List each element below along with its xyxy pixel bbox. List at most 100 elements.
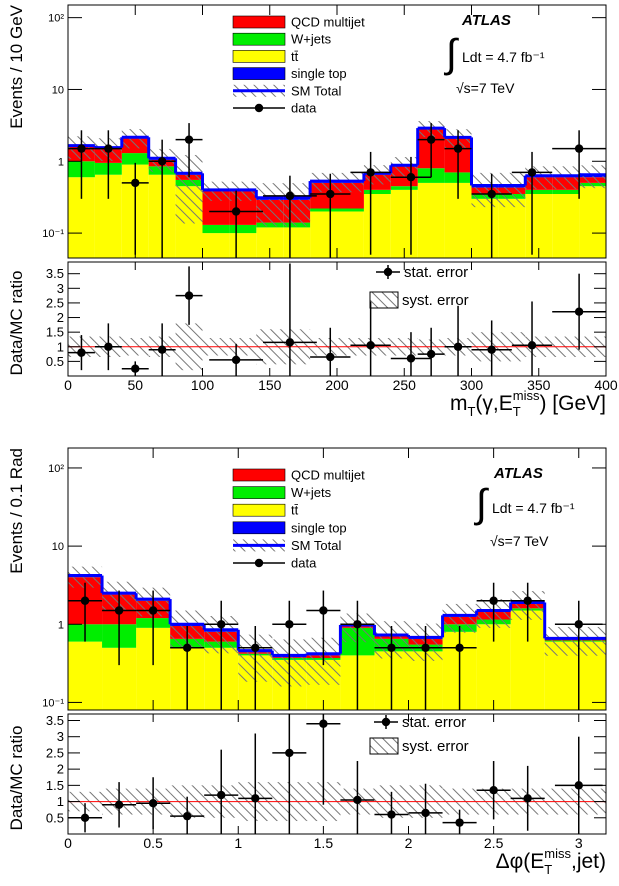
stack-segment: [579, 186, 606, 258]
x-axis-label-part: miss: [513, 388, 540, 403]
y-tick-label: 10⁻¹: [42, 697, 64, 709]
x-tick-label: 200: [325, 377, 349, 393]
data-point: [487, 189, 496, 199]
y-tick-label: 1: [58, 619, 64, 631]
syst-band: [256, 183, 284, 227]
data-point: [353, 620, 362, 629]
stack-segment: [525, 189, 553, 195]
data-point: [184, 135, 194, 144]
ratio-point: [453, 342, 463, 351]
syst-band: [552, 166, 580, 190]
x-tick-label: 250: [393, 377, 417, 393]
ratio-legend-label: syst. error: [402, 292, 469, 309]
legend-label: SM Total: [291, 538, 341, 553]
main-plot: [68, 121, 606, 258]
ratio-point: [285, 748, 294, 758]
ratio-y-tick-label: 3.5: [46, 266, 64, 281]
stack-segment: [121, 153, 149, 165]
x-axis-label-part: Δφ(E: [496, 850, 545, 873]
ratio-point: [406, 354, 416, 363]
ratio-point: [319, 719, 328, 728]
ratio-point: [217, 790, 226, 800]
ratio-y-tick-label: 0.5: [46, 354, 64, 369]
syst-band: [579, 165, 606, 189]
stack-segment: [390, 186, 418, 190]
legend-key: [232, 32, 286, 46]
ratio-frame: [67, 713, 607, 835]
x-tick-label: 50: [127, 377, 143, 393]
ratio-plot: [68, 714, 606, 834]
stack-segment: [525, 194, 553, 258]
ratio-y-tick-label: 2: [57, 762, 64, 777]
legend-label: data: [291, 556, 317, 571]
y-tick-label: 10: [52, 84, 64, 96]
syst-band: [498, 172, 526, 208]
ratio-y-tick-label: 1.5: [46, 325, 64, 340]
x-tick-label: 400: [594, 377, 618, 393]
ratio-point: [148, 798, 158, 808]
ratio-y-tick-label: 1: [57, 794, 64, 809]
ratio-point: [182, 811, 192, 821]
legend-key: [232, 67, 286, 80]
data-point: [80, 596, 90, 605]
stack-segment: [202, 224, 230, 234]
ratio-point: [114, 800, 124, 810]
ratio-legend-key: [369, 291, 399, 309]
x-tick-label: 0: [64, 835, 72, 851]
stack-segment: [390, 189, 418, 258]
ratio-point: [387, 810, 396, 819]
x-axis-label-part: miss: [544, 846, 571, 861]
ratio-legend-label: stat. error: [404, 264, 468, 281]
ratio-point: [77, 348, 86, 357]
data-point: [574, 144, 584, 153]
data-point: [131, 178, 140, 188]
data-point: [217, 620, 226, 629]
x-axis-label-part: ,jet): [571, 850, 606, 873]
legend-label: tt̄: [291, 49, 299, 64]
legend-key: [232, 50, 286, 63]
x-tick-label: 100: [191, 377, 215, 393]
annotation: ATLAS: [493, 465, 543, 482]
y-axis-label: Events / 0.1 Rad: [7, 448, 26, 574]
legend-key: [232, 503, 286, 517]
data-point: [104, 144, 113, 153]
data-point: [387, 643, 396, 652]
stack-segment: [552, 189, 580, 195]
ratio-legend-key: [383, 267, 393, 277]
ratio-y-axis-label: Data/MC ratio: [7, 726, 26, 831]
data-point: [421, 643, 430, 652]
x-axis-label-part: T: [467, 404, 475, 419]
syst-band: [544, 626, 579, 656]
data-point: [453, 144, 463, 153]
ratio-y-tick-label: 0.5: [46, 810, 64, 825]
ratio-y-tick-label: 3: [57, 281, 64, 296]
ratio-point: [455, 818, 464, 827]
data-point: [285, 191, 295, 201]
legend-key: [232, 15, 286, 29]
ratio-point: [487, 345, 496, 354]
x-tick-label: 0: [64, 377, 72, 393]
stack-segment: [283, 227, 311, 258]
x-tick-label: 2.5: [484, 835, 504, 851]
x-axis-label-part: m: [450, 392, 468, 415]
annotation: √s=7 TeV: [490, 533, 549, 549]
annotation: ∫: [444, 32, 460, 76]
y-tick-label: 1: [58, 156, 64, 168]
stack-segment: [471, 198, 499, 258]
data-point: [455, 643, 464, 652]
legend-label: W+jets: [291, 485, 332, 500]
ratio-point: [574, 307, 584, 316]
ratio-point: [527, 341, 537, 350]
stack-segment: [363, 194, 391, 258]
annotation: ∫: [474, 482, 490, 526]
x-tick-label: 3: [575, 835, 583, 851]
stack-segment: [310, 211, 337, 258]
ratio-y-tick-label: 3.5: [46, 713, 64, 728]
main-frame: [67, 447, 607, 711]
ratio-legend-label: stat. error: [402, 714, 466, 731]
legend-label: single top: [291, 520, 347, 535]
y-tick-label: 10⁻¹: [42, 228, 64, 240]
ratio-y-tick-label: 3: [57, 729, 64, 744]
ratio-point: [353, 795, 362, 805]
